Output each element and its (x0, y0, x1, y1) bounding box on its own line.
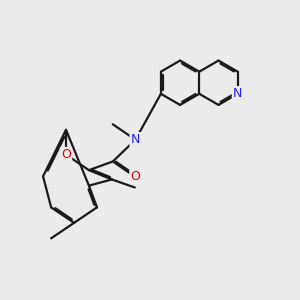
Text: O: O (61, 148, 71, 161)
Text: O: O (130, 170, 140, 184)
Text: N: N (131, 133, 140, 146)
Text: N: N (233, 87, 242, 100)
